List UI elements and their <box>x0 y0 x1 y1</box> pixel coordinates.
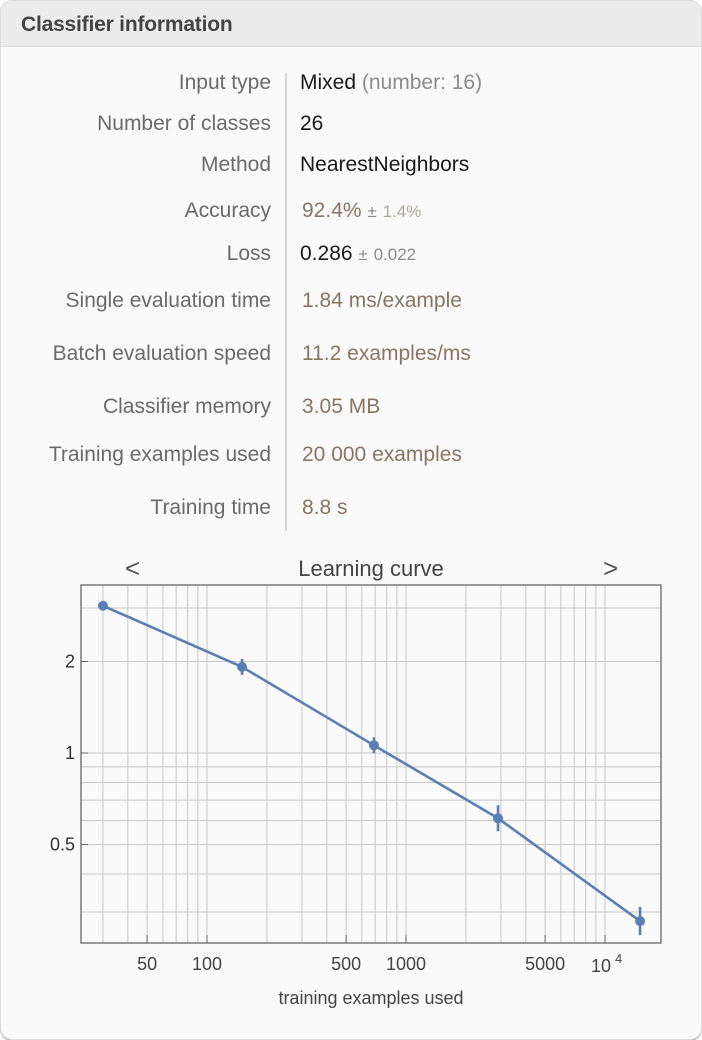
row-accuracy: Accuracy 92.4% ± 1.4% <box>1 199 701 229</box>
row-label: Batch evaluation speed <box>52 342 271 365</box>
input-type-detail: (number: 16) <box>361 71 483 94</box>
accuracy-value: 92.4% <box>302 199 362 222</box>
row-label: Input type <box>178 71 271 94</box>
row-value: Mixed (number: 16) <box>300 71 482 95</box>
row-value: 20 000 examples <box>302 443 462 466</box>
row-number-of-classes: Number of classes 26 <box>1 112 701 142</box>
x-tick-label: 50 <box>137 954 157 974</box>
data-point <box>493 813 504 824</box>
chart-prev-button[interactable]: < <box>125 553 141 583</box>
x-tick-label: 5000 <box>525 954 565 974</box>
row-training-examples-used: Training examples used 20 000 examples <box>1 443 701 473</box>
row-loss: Loss 0.286 ± 0.022 <box>1 242 701 272</box>
data-point <box>635 916 646 927</box>
row-value: 26 <box>300 112 324 135</box>
panel-header: Classifier information <box>1 1 701 47</box>
row-label: Method <box>200 153 271 176</box>
loss-error: 0.022 <box>373 245 417 264</box>
row-label: Accuracy <box>184 199 271 222</box>
x-tick-label-exponent: 4 <box>615 951 622 966</box>
row-label: Number of classes <box>97 112 271 135</box>
x-tick-label: 100 <box>192 954 222 974</box>
row-label: Single evaluation time <box>65 289 271 312</box>
plus-minus: ± <box>358 245 368 264</box>
row-label: Training examples used <box>48 443 271 466</box>
input-type-value: Mixed <box>300 71 357 94</box>
row-label: Classifier memory <box>102 395 271 418</box>
row-training-time: Training time 8.8 s <box>1 496 701 526</box>
panel-title: Classifier information <box>21 13 233 36</box>
x-axis-label: training examples used <box>278 988 463 1008</box>
row-value: 0.286 ± 0.022 <box>300 242 416 266</box>
loss-value: 0.286 <box>300 242 353 265</box>
accuracy-error: 1.4% <box>382 202 422 221</box>
row-method: Method NearestNeighbors <box>1 153 701 183</box>
row-value: 3.05 MB <box>302 395 381 418</box>
row-value: 11.2 examples/ms <box>302 342 471 365</box>
column-divider <box>285 73 287 531</box>
row-value: NearestNeighbors <box>300 153 470 176</box>
row-input-type: Input type Mixed (number: 16) <box>1 71 701 101</box>
row-label: Loss <box>226 242 271 265</box>
data-point <box>97 600 108 611</box>
y-tick-label: 1 <box>65 743 75 763</box>
x-tick-label: 10 <box>591 956 611 976</box>
plus-minus: ± <box>367 202 377 221</box>
row-single-evaluation-time: Single evaluation time 1.84 ms/example <box>1 289 701 319</box>
row-value: 92.4% ± 1.4% <box>302 199 421 223</box>
row-value: 1.84 ms/example <box>302 289 462 312</box>
y-tick-label: 0.5 <box>50 835 75 855</box>
y-tick-label: 2 <box>65 651 75 671</box>
row-classifier-memory: Classifier memory 3.05 MB <box>1 395 701 425</box>
data-point <box>237 661 248 672</box>
row-value: 8.8 s <box>302 496 348 519</box>
x-tick-label: 1000 <box>386 954 426 974</box>
row-label: Training time <box>150 496 271 519</box>
x-tick-label: 500 <box>331 954 361 974</box>
chart-title: Learning curve <box>298 556 444 581</box>
row-batch-evaluation-speed: Batch evaluation speed 11.2 examples/ms <box>1 342 701 372</box>
chart-next-button[interactable]: > <box>603 553 619 583</box>
data-point <box>368 740 379 751</box>
plot-frame <box>80 584 662 944</box>
